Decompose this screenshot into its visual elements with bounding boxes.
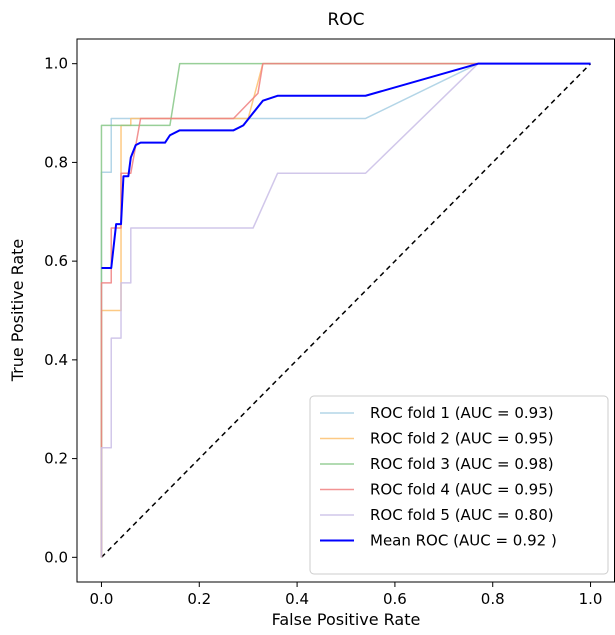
x-tick-label: 0.2 — [187, 590, 211, 608]
legend-label: ROC fold 4 (AUC = 0.95) — [370, 481, 554, 499]
chart-title: ROC — [327, 10, 364, 30]
plot-area — [100, 62, 592, 558]
legend-label: ROC fold 3 (AUC = 0.98) — [370, 455, 554, 473]
series-line-roc-fold-4 — [100, 62, 591, 558]
y-tick-label: 0.4 — [44, 351, 68, 369]
series-line-roc-fold-5 — [100, 62, 591, 558]
x-tick-label: 0.6 — [383, 590, 407, 608]
legend-label: ROC fold 5 (AUC = 0.80) — [370, 506, 554, 524]
legend: ROC fold 1 (AUC = 0.93) ROC fold 2 (AUC =… — [309, 395, 609, 575]
x-tick-label: 0.0 — [90, 590, 114, 608]
series-line-mean-roc — [101, 62, 591, 270]
x-tick-label: 0.8 — [481, 590, 505, 608]
y-tick-label: 0.2 — [44, 450, 68, 468]
y-tick-label: 0.6 — [44, 252, 68, 270]
y-tick-label: 1.0 — [44, 55, 68, 73]
y-tick-label: 0.8 — [44, 153, 68, 171]
legend-label: ROC fold 1 (AUC = 0.93) — [370, 404, 554, 422]
legend-box — [309, 395, 609, 575]
y-axis-title: True Positive Rate — [8, 239, 27, 383]
x-tick-label: 1.0 — [579, 590, 603, 608]
legend-label: Mean ROC (AUC = 0.92 ) — [370, 532, 557, 550]
chance-diagonal-line — [100, 63, 592, 558]
legend-label: ROC fold 2 (AUC = 0.95) — [370, 430, 554, 448]
x-axis-title: False Positive Rate — [272, 610, 421, 629]
y-tick-label: 0.0 — [44, 548, 68, 566]
x-tick-label: 0.4 — [285, 590, 309, 608]
